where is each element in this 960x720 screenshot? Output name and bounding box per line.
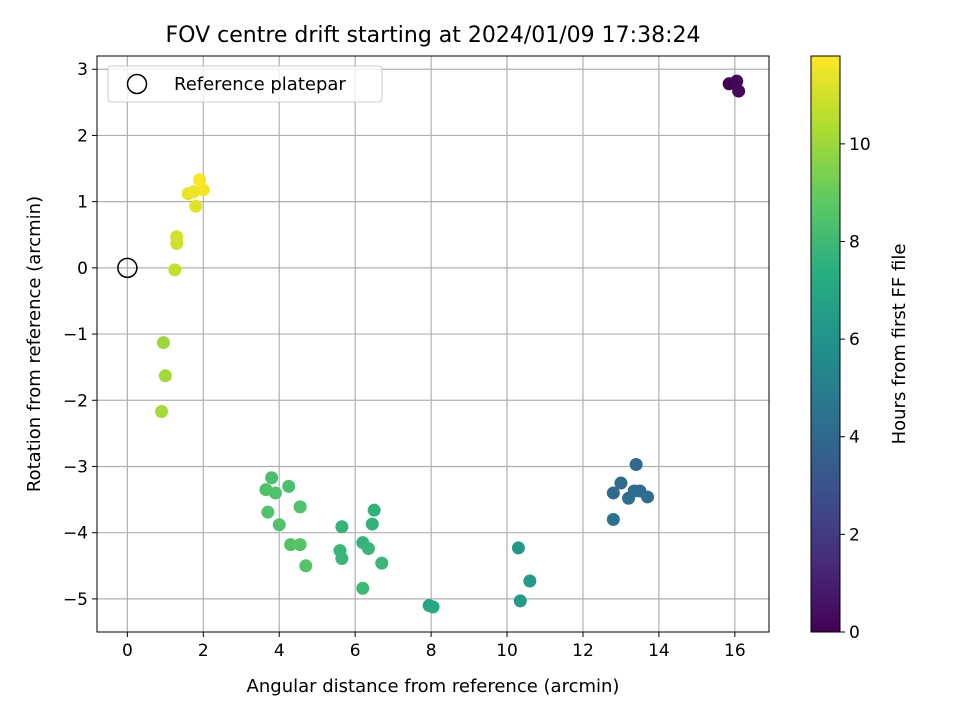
colorbar-label: Hours from first FF file: [889, 244, 910, 445]
data-point: [189, 199, 203, 213]
data-point: [361, 542, 375, 556]
colorbar-tick-label: 6: [849, 330, 860, 350]
y-tick-label: −2: [63, 391, 88, 411]
data-point: [293, 500, 307, 514]
colorbar-tick-label: 2: [849, 525, 860, 545]
x-tick-label: 0: [122, 641, 133, 661]
legend-box: [107, 65, 383, 103]
data-point: [156, 336, 170, 350]
colorbar-gradient: [810, 55, 841, 633]
x-tick-label: 12: [572, 641, 594, 661]
data-point: [426, 600, 440, 614]
data-point: [158, 369, 172, 383]
data-point: [299, 559, 313, 573]
y-tick-label: 0: [77, 259, 88, 279]
y-axis-ticks: −5 −4 −3 −2 −1 0 1 2 3: [63, 60, 97, 610]
data-point: [293, 538, 307, 552]
legend-label-reference: Reference platepar: [174, 74, 346, 95]
y-tick-label: 3: [77, 60, 88, 80]
x-tick-label: 14: [648, 641, 670, 661]
y-tick-label: 1: [77, 193, 88, 213]
data-point: [730, 74, 744, 88]
colorbar-tick-label: 10: [849, 135, 871, 155]
data-point: [265, 471, 279, 485]
y-tick-label: −1: [63, 325, 88, 345]
y-axis-label: Rotation from reference (arcmin): [24, 196, 45, 492]
data-point: [335, 520, 349, 534]
y-tick-label: −3: [63, 457, 88, 477]
grid: [97, 56, 769, 632]
data-point: [523, 574, 537, 588]
x-tick-label: 10: [496, 641, 518, 661]
legend: Reference platepar: [107, 65, 383, 103]
x-tick-label: 8: [426, 641, 437, 661]
data-point: [606, 486, 620, 500]
data-point: [272, 518, 286, 532]
data-point: [606, 512, 620, 526]
x-tick-label: 16: [724, 641, 746, 661]
reference-platepar-marker: [117, 257, 138, 279]
data-point: [365, 517, 379, 531]
data-point: [335, 552, 349, 566]
y-tick-label: −4: [63, 524, 88, 544]
x-axis-label: Angular distance from reference (arcmin): [247, 676, 620, 697]
colorbar: 0 2 4 6 8 10 Hours from first FF file: [810, 55, 910, 643]
x-axis-ticks: 0 2 4 6 8 10 12 14 16: [122, 632, 746, 661]
legend-marker-reference: [126, 73, 148, 95]
chart-title: FOV centre drift starting at 2024/01/09 …: [166, 23, 701, 48]
x-tick-label: 6: [350, 641, 361, 661]
data-point: [170, 230, 184, 244]
data-point: [168, 263, 182, 277]
data-point: [193, 173, 207, 187]
data-point: [614, 476, 628, 490]
x-tick-label: 2: [198, 641, 209, 661]
data-point: [641, 490, 655, 504]
plot-frame: [96, 55, 770, 633]
data-point: [356, 581, 370, 595]
x-tick-label: 4: [274, 641, 285, 661]
colorbar-tick-label: 8: [849, 232, 860, 252]
data-point: [367, 503, 381, 517]
data-point: [282, 479, 296, 493]
reference-layer: [117, 257, 138, 279]
data-points: [155, 74, 746, 614]
colorbar-tick-label: 4: [849, 428, 860, 448]
data-point: [629, 457, 643, 471]
data-point: [196, 183, 210, 197]
data-point: [268, 486, 282, 500]
data-point: [284, 538, 298, 552]
colorbar-tick-label: 0: [849, 623, 860, 643]
data-point: [513, 594, 527, 608]
data-point: [732, 84, 746, 98]
data-point: [511, 541, 525, 555]
data-point: [155, 405, 169, 419]
y-tick-label: 2: [77, 126, 88, 146]
colorbar-ticks: 0 2 4 6 8 10: [840, 135, 871, 643]
data-point: [622, 491, 636, 505]
data-point: [375, 556, 389, 570]
data-point: [261, 505, 275, 519]
y-tick-label: −5: [63, 590, 88, 610]
